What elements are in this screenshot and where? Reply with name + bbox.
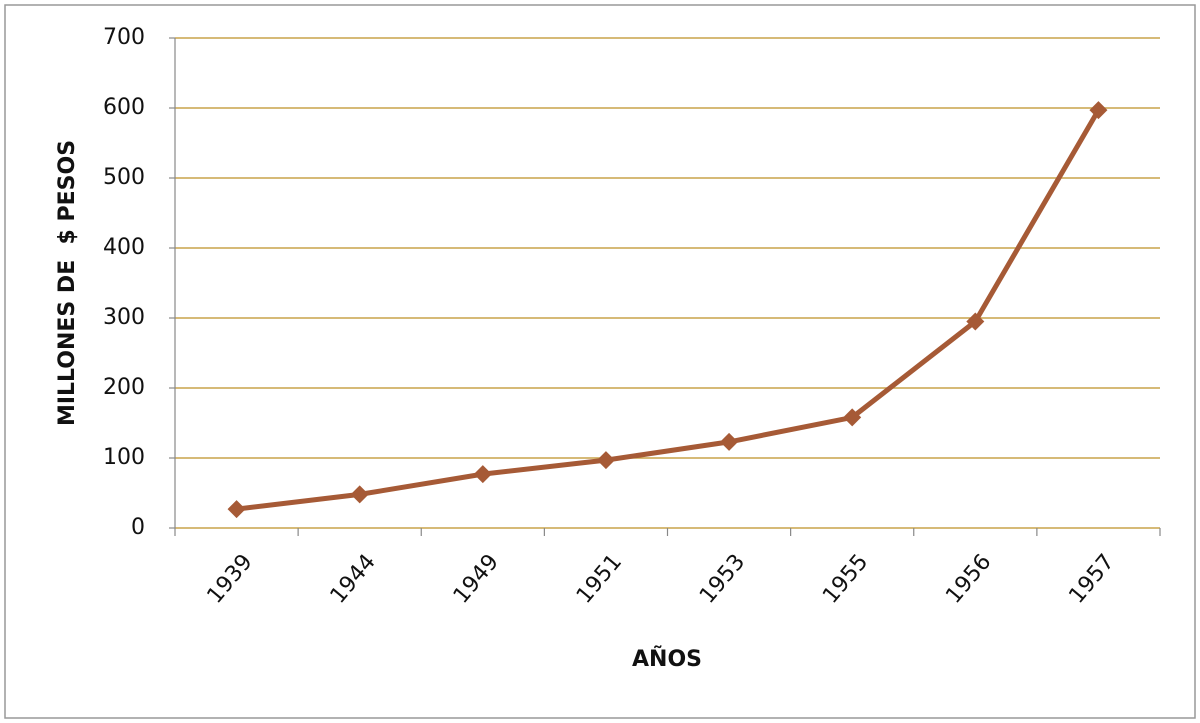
x-tick-label: 1956: [941, 550, 996, 609]
y-tick-label: 100: [103, 445, 145, 470]
data-point: [596, 451, 615, 470]
data-point: [966, 312, 985, 331]
y-tick-label: 200: [103, 375, 145, 400]
data-point: [473, 465, 492, 484]
y-tick-label: 0: [131, 515, 145, 540]
x-tick-label: 1949: [449, 550, 504, 609]
data-point: [843, 408, 862, 427]
y-axis-title: MILLONES DE $ PESOS: [55, 140, 80, 426]
y-tick-label: 700: [103, 25, 145, 50]
data-point: [350, 485, 369, 504]
x-tick-label: 1939: [203, 550, 258, 609]
x-tick-label: 1953: [695, 550, 750, 609]
x-tick-label: 1957: [1064, 550, 1119, 609]
data-point: [1089, 101, 1108, 120]
chart-border: [4, 4, 1196, 719]
x-tick-label: 1955: [818, 550, 873, 609]
y-tick-label: 300: [103, 305, 145, 330]
data-line: [236, 108, 1101, 512]
y-tick-label: 500: [103, 165, 145, 190]
y-tick-label: 400: [103, 235, 145, 260]
data-point: [720, 432, 739, 451]
x-axis-title: AÑOS: [632, 646, 702, 672]
x-tick-label: 1944: [326, 550, 381, 609]
y-tick-label: 600: [103, 95, 145, 120]
x-tick-label: 1951: [572, 550, 627, 609]
data-point: [227, 500, 246, 519]
